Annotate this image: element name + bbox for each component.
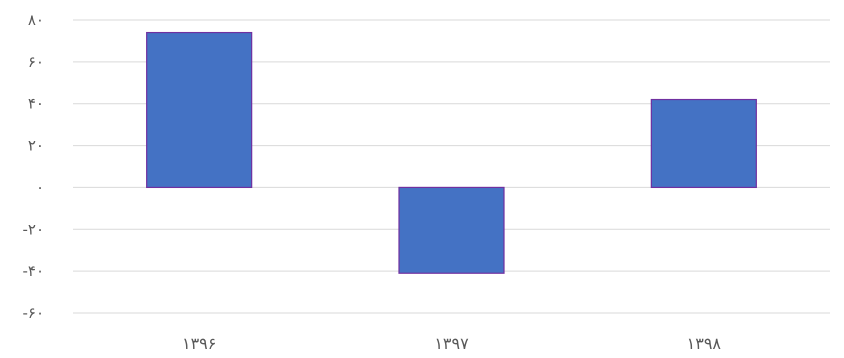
y-tick-label: -۲۰ [22, 220, 44, 238]
y-tick-label: ۴۰ [28, 95, 44, 113]
bar-1 [398, 186, 505, 274]
y-tick-label: ۲۰ [28, 137, 44, 155]
x-axis-category-labels: ۱۳۹۶ ۱۳۹۷ ۱۳۹۸ [182, 334, 721, 353]
x-category-label: ۱۳۹۸ [687, 334, 722, 353]
y-tick-label: ۸۰ [28, 11, 44, 29]
bars [146, 31, 757, 274]
y-axis-tick-labels: ۸۰ ۶۰ ۴۰ ۲۰ ۰ -۲۰ -۴۰ -۶۰ [22, 11, 44, 322]
x-category-label: ۱۳۹۶ [182, 334, 216, 353]
y-tick-label: ۰ [36, 178, 44, 196]
y-tick-label: -۶۰ [22, 304, 44, 322]
bar-0 [146, 31, 253, 189]
bar-2 [650, 98, 757, 189]
y-tick-label: -۴۰ [22, 262, 44, 280]
x-category-label: ۱۳۹۷ [434, 334, 469, 353]
y-tick-label: ۶۰ [28, 53, 44, 71]
